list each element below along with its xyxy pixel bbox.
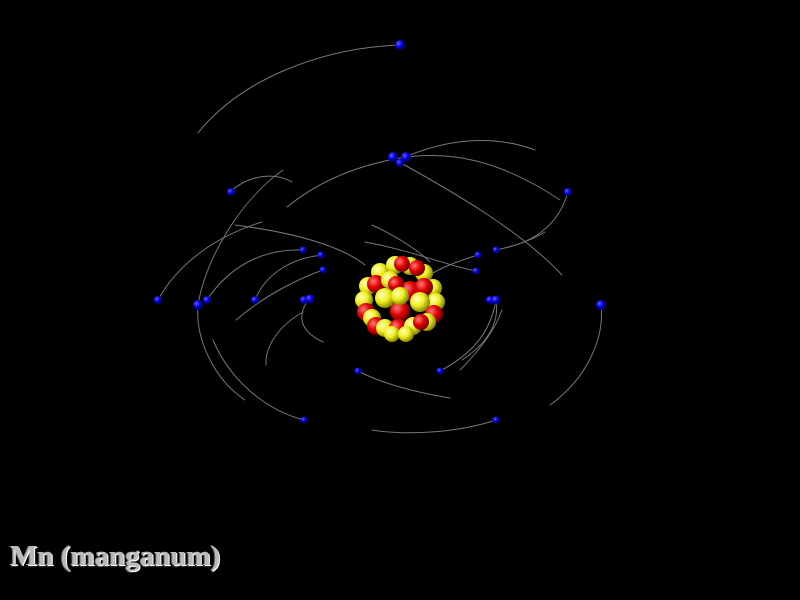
electron-icon <box>299 246 307 254</box>
electron-icon <box>300 416 308 424</box>
electron-icon <box>564 188 572 196</box>
electron-icon <box>491 295 501 305</box>
orbit-path <box>212 339 305 421</box>
proton <box>413 314 429 330</box>
electron-icon <box>154 296 162 304</box>
electron-icon <box>317 251 325 259</box>
orbit-path <box>439 299 497 372</box>
orbit-path <box>234 224 366 266</box>
orbit-path <box>235 269 324 321</box>
electron-icon <box>492 416 500 424</box>
orbit-path <box>231 175 293 191</box>
electron-icon <box>436 367 444 375</box>
orbit-path <box>301 299 324 343</box>
electron-icon <box>388 152 398 162</box>
orbit-path <box>371 224 431 263</box>
orbit-path <box>206 249 306 301</box>
electron-icon <box>203 296 211 304</box>
orbit-path <box>404 139 536 158</box>
orbit-path <box>157 221 263 301</box>
electron-icon <box>227 188 235 196</box>
proton <box>409 260 425 276</box>
neutron <box>398 326 414 342</box>
electron-icon <box>319 266 327 274</box>
electrons <box>154 40 606 424</box>
neutron <box>375 288 395 308</box>
orbit-path <box>549 304 603 406</box>
proton <box>394 256 410 272</box>
orbit-path <box>364 241 477 272</box>
orbit-path <box>461 299 498 361</box>
electron-icon <box>395 40 405 50</box>
electron-icon <box>596 300 606 310</box>
orbit-path <box>197 169 284 401</box>
proton <box>415 278 433 296</box>
electron-icon <box>354 367 362 375</box>
electron-orbits <box>157 44 603 434</box>
electron-icon <box>305 294 315 304</box>
electron-icon <box>492 246 500 254</box>
orbit-path <box>495 231 546 251</box>
orbit-path <box>504 191 569 249</box>
electron-icon <box>396 159 404 167</box>
proton <box>367 275 385 293</box>
orbit-path <box>371 419 497 434</box>
orbit-path <box>265 311 304 366</box>
proton <box>390 301 410 321</box>
electron-icon <box>251 296 259 304</box>
orbit-path <box>459 309 503 371</box>
neutron <box>391 287 409 305</box>
electron-icon <box>474 251 482 259</box>
orbit-path <box>197 44 401 134</box>
orbit-path <box>391 157 563 276</box>
neutron <box>410 292 430 312</box>
nucleus-icon <box>355 256 445 342</box>
orbit-path <box>254 254 324 301</box>
orbit-path <box>357 370 451 399</box>
electron-icon <box>401 152 411 162</box>
neutron <box>384 326 400 342</box>
electron-icon <box>193 300 203 310</box>
element-label: Mn (manganum) <box>10 540 221 572</box>
orbit-path <box>429 254 479 276</box>
electron-icon <box>472 267 480 275</box>
orbit-path <box>286 154 561 208</box>
